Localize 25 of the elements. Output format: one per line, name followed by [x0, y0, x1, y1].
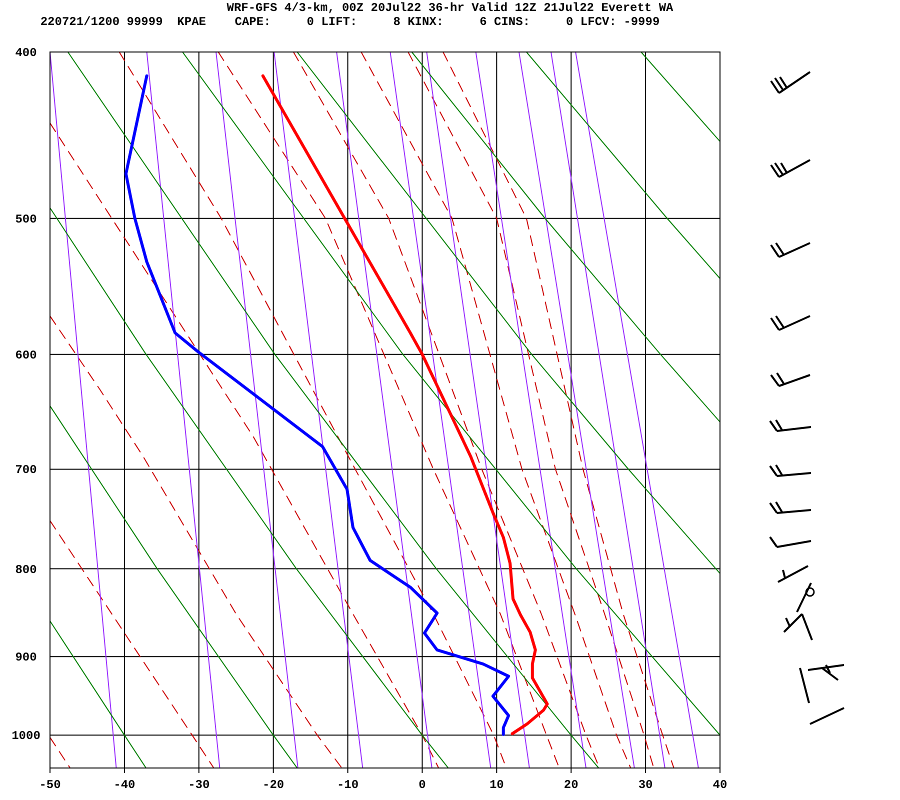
line-series — [50, 316, 342, 768]
y-tick-label: 900 — [15, 650, 37, 665]
line-series — [182, 52, 720, 736]
x-tick-label: -10 — [336, 778, 359, 792]
y-tick-label: 400 — [15, 46, 37, 60]
x-tick-label: 0 — [418, 778, 426, 792]
line-series — [50, 405, 298, 768]
x-tick-label: 10 — [489, 778, 504, 792]
x-tick-label: -40 — [114, 778, 136, 792]
x-tick-label: -30 — [188, 778, 210, 792]
y-tick-label: 800 — [15, 562, 37, 577]
y-tick-label: 600 — [15, 348, 37, 362]
line-series — [261, 74, 549, 736]
y-tick-label: 1000 — [12, 729, 40, 744]
x-tick-label: -50 — [39, 778, 61, 792]
y-tick-label: 700 — [15, 463, 37, 478]
x-tick-label: -20 — [262, 778, 284, 792]
x-tick-label: 40 — [712, 778, 728, 792]
x-tick-label: 20 — [564, 778, 578, 792]
chart-title: WRF-GFS 4/3-km, 00Z 20Jul22 36-hr Valid 12Z 21Jul22 Everett WA — [226, 1, 674, 15]
y-tick-label: 500 — [15, 212, 37, 226]
x-tick-label: 30 — [638, 778, 653, 792]
line-series — [296, 52, 720, 574]
line-series — [411, 52, 720, 422]
chart-subtitle: 220721/1200 99999 KPAE CAPE: 0 LIFT: 8 KINX: 6 CINS: 0 LFCV: -9999 — [40, 15, 660, 29]
